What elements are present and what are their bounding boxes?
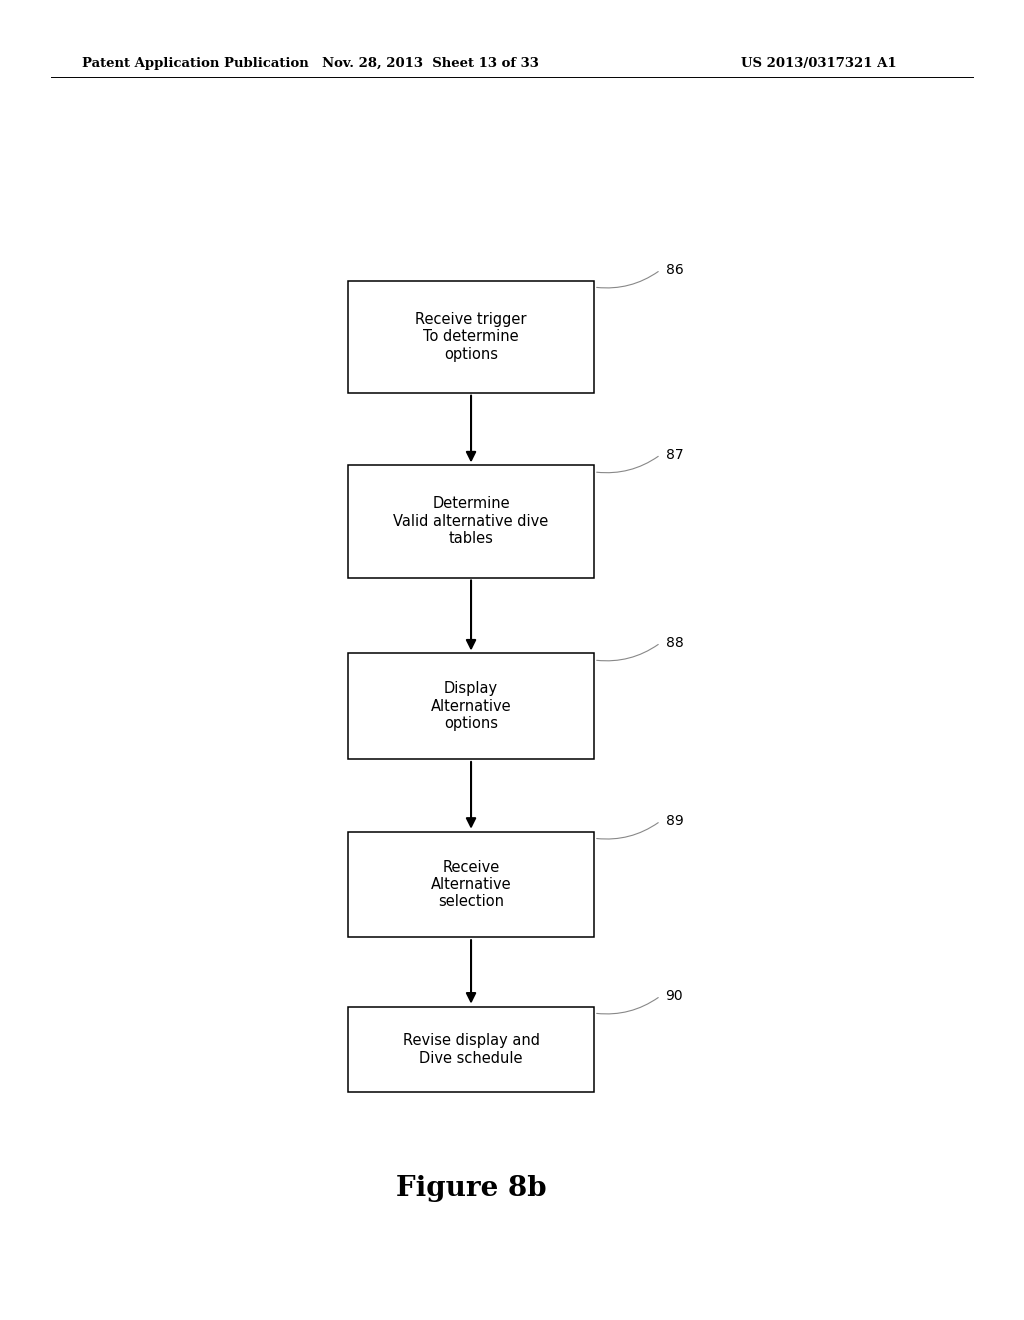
FancyBboxPatch shape — [348, 1006, 594, 1093]
Text: 87: 87 — [666, 447, 683, 462]
Text: Figure 8b: Figure 8b — [395, 1175, 547, 1201]
Text: Receive trigger
To determine
options: Receive trigger To determine options — [416, 312, 526, 362]
Text: 86: 86 — [666, 263, 683, 277]
Text: 88: 88 — [666, 636, 683, 649]
Text: 90: 90 — [666, 989, 683, 1003]
FancyBboxPatch shape — [348, 832, 594, 937]
Text: US 2013/0317321 A1: US 2013/0317321 A1 — [741, 57, 897, 70]
FancyBboxPatch shape — [348, 653, 594, 759]
Text: Display
Alternative
options: Display Alternative options — [431, 681, 511, 731]
Text: Revise display and
Dive schedule: Revise display and Dive schedule — [402, 1034, 540, 1065]
FancyBboxPatch shape — [348, 466, 594, 578]
FancyBboxPatch shape — [348, 281, 594, 393]
Text: Nov. 28, 2013  Sheet 13 of 33: Nov. 28, 2013 Sheet 13 of 33 — [322, 57, 539, 70]
Text: 89: 89 — [666, 814, 683, 828]
Text: Determine
Valid alternative dive
tables: Determine Valid alternative dive tables — [393, 496, 549, 546]
Text: Patent Application Publication: Patent Application Publication — [82, 57, 308, 70]
Text: Receive
Alternative
selection: Receive Alternative selection — [431, 859, 511, 909]
